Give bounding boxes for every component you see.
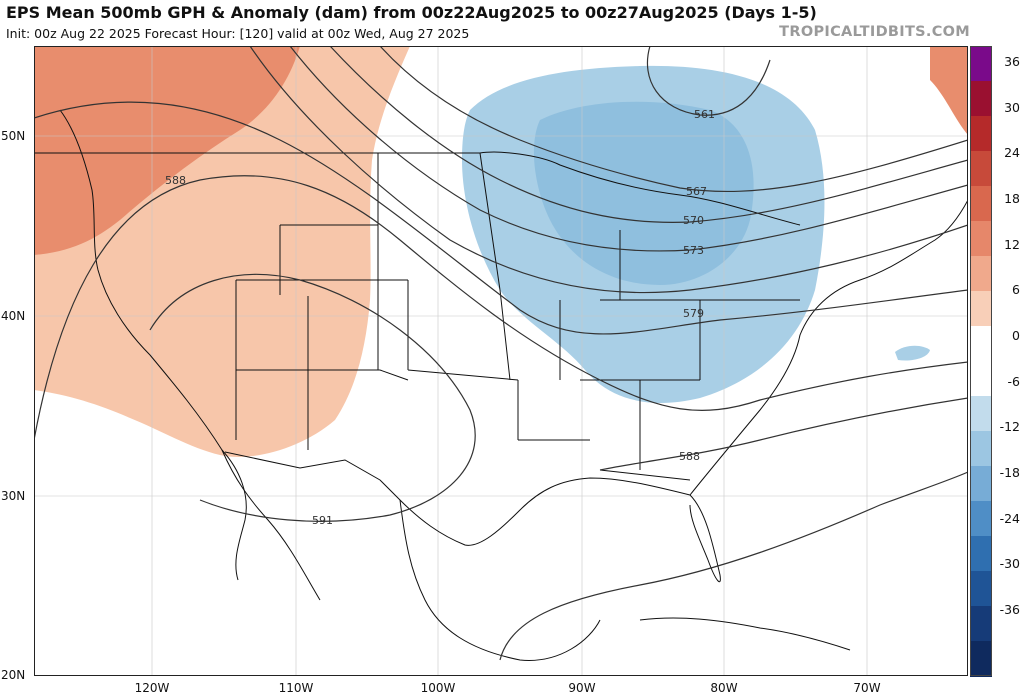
height-contours <box>34 46 968 661</box>
colorbar-tick-label: 18 <box>1004 190 1020 206</box>
colorbar-segment <box>970 396 992 432</box>
colorbar-tick-label: 30 <box>1004 99 1020 115</box>
lon-label-80w: 80W <box>710 681 738 695</box>
contour-label: 561 <box>694 108 715 121</box>
colorbar-segment <box>970 431 992 467</box>
colorbar-tick-label: -24 <box>999 510 1020 526</box>
colorbar-segment <box>970 326 992 362</box>
colorbar-segment <box>970 221 992 257</box>
strong-warm-anomaly-region <box>34 46 300 255</box>
colorbar-segment <box>970 81 992 117</box>
lon-label-90w: 90W <box>568 681 596 695</box>
lat-label-40n: 40N <box>1 309 26 323</box>
contour-label: 567 <box>686 185 707 198</box>
colorbar-segment <box>970 151 992 187</box>
map-subtitle: Init: 00z Aug 22 2025 Forecast Hour: [12… <box>6 26 470 41</box>
colorbar-segment <box>970 641 992 677</box>
colorbar-tick-label: 6 <box>1012 282 1020 298</box>
brand-watermark: TROPICALTIDBITS.COM <box>779 24 970 40</box>
contour-label: 588 <box>165 174 186 187</box>
lon-label-110w: 110W <box>278 681 314 695</box>
colorbar-segment <box>970 361 992 397</box>
map-title: EPS Mean 500mb GPH & Anomaly (dam) from … <box>6 3 817 22</box>
colorbar-segment <box>970 606 992 642</box>
colorbar-tick-label: 36 <box>1004 54 1020 69</box>
colorbar-tick-label: -36 <box>999 601 1020 617</box>
lat-label-50n: 50N <box>1 129 26 143</box>
colorbar-segment <box>970 536 992 572</box>
colorbar-segment <box>970 46 992 82</box>
lon-label-100w: 100W <box>420 681 456 695</box>
map-frame <box>34 46 968 676</box>
colorbar-tick-label: 12 <box>1004 236 1020 252</box>
contour-label: 570 <box>683 214 704 227</box>
lat-label-30n: 30N <box>1 489 26 503</box>
coastlines-and-borders <box>34 109 968 661</box>
colorbar-tick-label: -30 <box>999 556 1020 572</box>
colorbar-tick-label: 24 <box>1004 145 1020 161</box>
colorbar-segment <box>970 571 992 607</box>
graticule <box>34 46 968 676</box>
colorbar-segment <box>970 256 992 292</box>
colorbar-segment <box>970 116 992 152</box>
colorbar-tick-label: -12 <box>999 419 1020 435</box>
colorbar-tick-label: 0 <box>1012 327 1020 343</box>
contour-label: 573 <box>683 244 704 257</box>
cool-anomaly-core <box>533 101 754 285</box>
colorbar-tick-label: -6 <box>1007 373 1020 389</box>
colorbar-segment <box>970 291 992 327</box>
colorbar-segment <box>970 501 992 537</box>
warm-anomaly-northeast <box>930 46 968 135</box>
colorbar-tick-label: -18 <box>999 464 1020 480</box>
contour-labels: 561 567 570 573 579 588 588 591 <box>165 108 715 527</box>
header: EPS Mean 500mb GPH & Anomaly (dam) from … <box>0 0 1024 46</box>
lon-label-120w: 120W <box>134 681 170 695</box>
colorbar <box>970 46 992 677</box>
lon-label-70w: 70W <box>853 681 881 695</box>
colorbar-border <box>970 46 992 676</box>
contour-label: 591 <box>312 514 333 527</box>
weather-map[interactable]: 561 567 570 573 579 588 588 591 <box>34 46 968 676</box>
colorbar-segment <box>970 466 992 502</box>
colorbar-segment <box>970 186 992 222</box>
cool-anomaly-offshore <box>895 345 930 361</box>
lat-label-20n: 20N <box>1 668 26 682</box>
contour-label: 579 <box>683 307 704 320</box>
contour-label: 588 <box>679 450 700 463</box>
